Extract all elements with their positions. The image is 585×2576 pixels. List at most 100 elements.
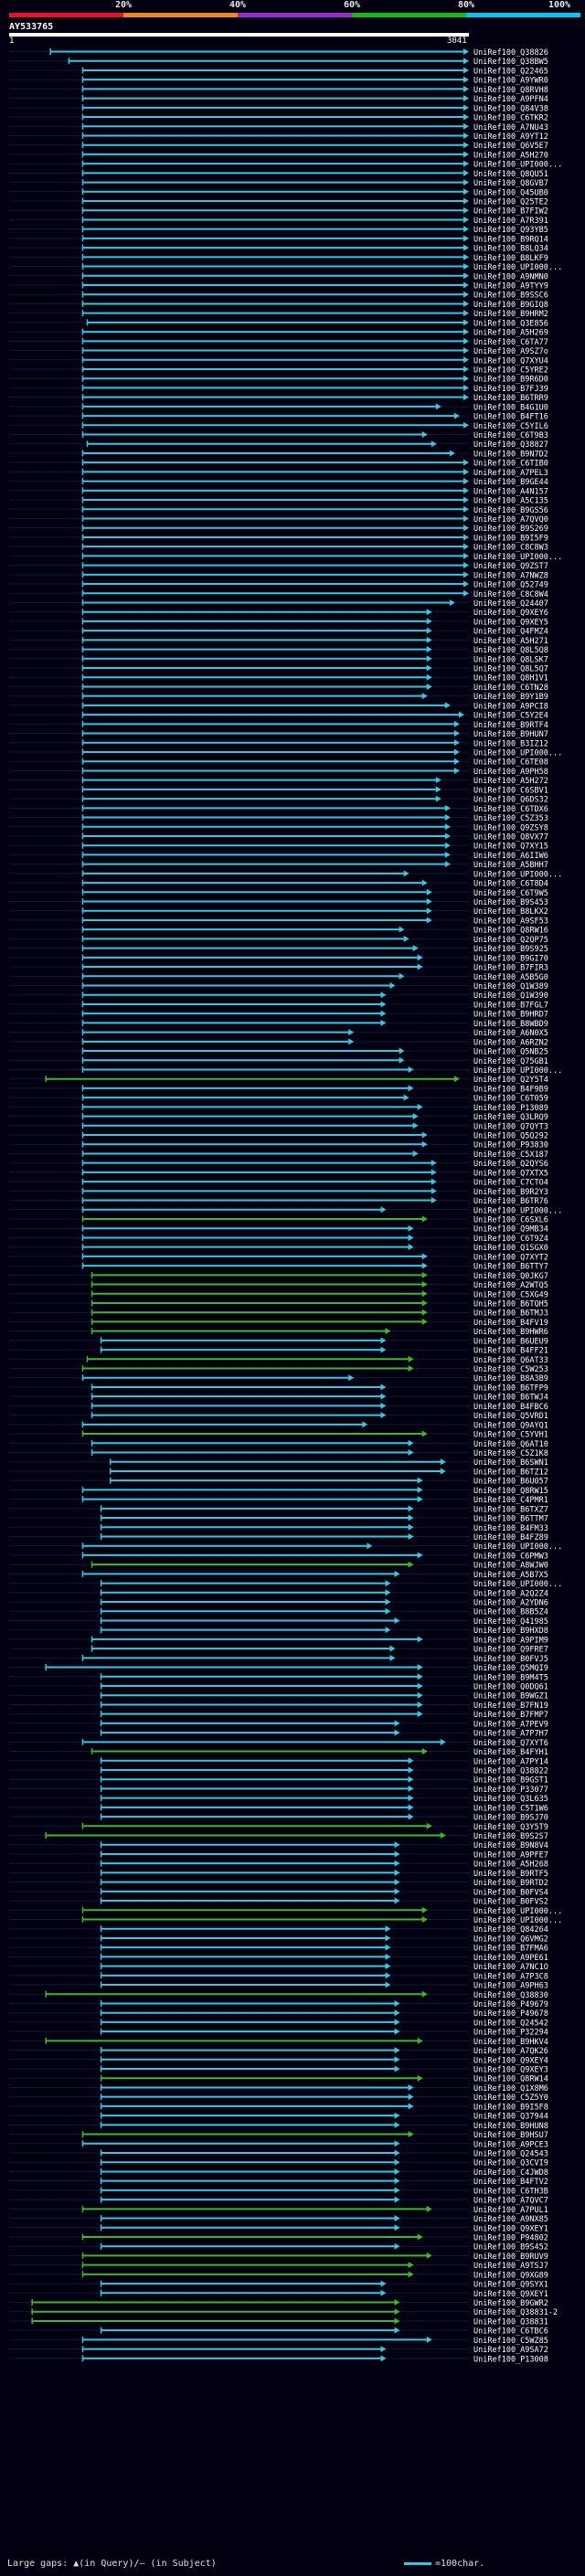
hit-label[interactable]: UniRef100_A7NC1O <box>473 1963 548 1972</box>
hit-row[interactable]: UniRef100_B9RQ14 <box>9 235 548 244</box>
hit-label[interactable]: UniRef100_Q41985 <box>473 1617 548 1627</box>
hit-label[interactable]: UniRef100_C6TDX6 <box>473 805 548 814</box>
hit-row[interactable]: UniRef100_B9RTF4 <box>9 720 548 730</box>
hit-label[interactable]: UniRef100_Q9XG89 <box>473 2271 548 2280</box>
hit-row[interactable]: UniRef100_B0FVJ5 <box>9 1654 548 1664</box>
hit-row[interactable]: UniRef100_B9GE44 <box>9 478 548 487</box>
hit-label[interactable]: UniRef100_UPI000... <box>473 1916 562 1925</box>
hit-label[interactable]: UniRef100_Q2QYS6 <box>473 1160 548 1169</box>
hit-label[interactable]: UniRef100_B6TR76 <box>473 1197 548 1206</box>
hit-row[interactable]: UniRef100_UPI000... <box>9 1916 562 1925</box>
hit-row[interactable]: UniRef100_C6TE08 <box>9 758 548 768</box>
hit-row[interactable]: UniRef100_Q9SYX1 <box>9 2280 548 2290</box>
hit-row[interactable]: UniRef100_B4FV19 <box>9 1318 548 1328</box>
hit-row[interactable]: UniRef100_Q45UB0 <box>9 188 548 197</box>
hit-row[interactable]: UniRef100_C5Y2E4 <box>9 711 548 721</box>
hit-label[interactable]: UniRef100_B4FZ89 <box>473 1533 548 1542</box>
hit-label[interactable]: UniRef100_A2WTQ5 <box>473 1281 548 1290</box>
hit-row[interactable]: UniRef100_C6T059 <box>9 1094 548 1104</box>
hit-row[interactable]: UniRef100_Q8RW15 <box>9 1486 548 1496</box>
hit-label[interactable]: UniRef100_B6TRR9 <box>473 394 548 403</box>
hit-label[interactable]: UniRef100_Q7XYT2 <box>473 1253 548 1262</box>
hit-label[interactable]: UniRef100_B9SSC6 <box>473 292 548 301</box>
hit-label[interactable]: UniRef100_A9YWR0 <box>473 77 548 86</box>
hit-label[interactable]: UniRef100_A6N0X5 <box>473 1029 548 1038</box>
hit-row[interactable]: UniRef100_C4JWD8 <box>9 2168 548 2178</box>
hit-row[interactable]: UniRef100_A9PH58 <box>9 767 548 777</box>
hit-row[interactable]: UniRef100_Q9MB34 <box>9 1224 548 1235</box>
hit-row[interactable]: UniRef100_B9I5F9 <box>9 534 548 543</box>
hit-label[interactable]: UniRef100_B9SJ70 <box>473 1814 548 1823</box>
hit-row[interactable]: UniRef100_Q7XYU4 <box>9 356 548 366</box>
hit-label[interactable]: UniRef100_A2YDN6 <box>473 1599 548 1608</box>
hit-label[interactable]: UniRef100_UPI000... <box>473 161 562 170</box>
hit-row[interactable]: UniRef100_C6TIB0 <box>9 459 548 469</box>
hit-label[interactable]: UniRef100_A9TSJ7 <box>473 2262 548 2271</box>
hit-label[interactable]: UniRef100_B9WGZ1 <box>473 1692 548 1701</box>
hit-label[interactable]: UniRef100_Q9AYQ1 <box>473 1421 548 1430</box>
hit-label[interactable]: UniRef100_A9YT12 <box>473 133 548 142</box>
hit-label[interactable]: UniRef100_C5YIL6 <box>473 422 548 431</box>
hit-label[interactable]: UniRef100_Q2Y5T4 <box>473 1076 548 1085</box>
hit-label[interactable]: UniRef100_UPI000... <box>473 870 562 879</box>
hit-label[interactable]: UniRef100_B9GI70 <box>473 954 548 963</box>
hit-label[interactable]: UniRef100_Q6DS32 <box>473 796 548 805</box>
hit-label[interactable]: UniRef100_P33077 <box>473 1786 548 1795</box>
hit-label[interactable]: UniRef100_Q6V5E7 <box>473 142 548 151</box>
hit-row[interactable]: UniRef100_Q38BW5 <box>9 58 548 67</box>
hit-row[interactable]: UniRef100_Q5VRD1 <box>9 1412 548 1421</box>
hit-label[interactable]: UniRef100_A5H272 <box>473 777 548 786</box>
hit-row[interactable]: UniRef100_B7FMA6 <box>9 1944 548 1954</box>
hit-row[interactable]: UniRef100_B4FZ89 <box>9 1532 548 1542</box>
hit-label[interactable]: UniRef100_Q24542 <box>473 2019 548 2028</box>
hit-label[interactable]: UniRef100_A7PUL1 <box>473 2206 548 2215</box>
hit-row[interactable]: UniRef100_A7QVQ0 <box>9 515 548 525</box>
hit-label[interactable]: UniRef100_A7NU43 <box>473 123 548 133</box>
hit-row[interactable]: UniRef100_Q38827 <box>9 440 548 450</box>
hit-label[interactable]: UniRef100_B9GWR2 <box>473 2299 548 2308</box>
hit-row[interactable]: UniRef100_A5H268 <box>9 1860 548 1870</box>
hit-row[interactable]: UniRef100_A6N0X5 <box>9 1029 548 1038</box>
hit-label[interactable]: UniRef100_C5Z353 <box>473 814 548 823</box>
hit-label[interactable]: UniRef100_B9I5F8 <box>473 2103 548 2112</box>
hit-row[interactable]: UniRef100_A7P3C8 <box>9 1972 548 1981</box>
hit-row[interactable]: UniRef100_C6SBV1 <box>9 786 548 795</box>
hit-row[interactable]: UniRef100_B9HKV4 <box>9 2037 548 2047</box>
hit-label[interactable]: UniRef100_B8B5Z4 <box>473 1608 548 1617</box>
hit-row[interactable]: UniRef100_A6IIW6 <box>9 851 548 861</box>
hit-row[interactable]: UniRef100_C5Z5Y0 <box>9 2094 548 2103</box>
hit-row[interactable]: UniRef100_Q1W389 <box>9 982 548 991</box>
hit-label[interactable]: UniRef100_Q25TE2 <box>473 198 548 207</box>
hit-row[interactable]: UniRef100_C6PMW3 <box>9 1552 548 1561</box>
hit-label[interactable]: UniRef100_C5XG49 <box>473 1290 548 1299</box>
hit-row[interactable]: UniRef100_B9HRM2 <box>9 310 548 319</box>
hit-label[interactable]: UniRef100_A5H268 <box>473 1860 548 1870</box>
hit-label[interactable]: UniRef100_Q3E856 <box>473 319 548 328</box>
hit-label[interactable]: UniRef100_Q8QU51 <box>473 170 548 179</box>
hit-row[interactable]: UniRef100_A9SF53 <box>9 917 548 926</box>
hit-row[interactable]: UniRef100_A5H272 <box>9 777 548 786</box>
hit-label[interactable]: UniRef100_B8WBD9 <box>473 1020 548 1029</box>
hit-label[interactable]: UniRef100_B4FV19 <box>473 1319 548 1328</box>
hit-row[interactable]: UniRef100_Q38826 <box>9 48 548 58</box>
hit-label[interactable]: UniRef100_Q9FRE7 <box>473 1646 548 1655</box>
hit-label[interactable]: UniRef100_B4FBC6 <box>473 1403 548 1412</box>
hit-label[interactable]: UniRef100_Q8LSK7 <box>473 655 548 664</box>
hit-row[interactable]: UniRef100_Q9ZSY8 <box>9 823 548 832</box>
hit-label[interactable]: UniRef100_UPI000... <box>473 749 562 758</box>
hit-label[interactable]: UniRef100_A8WJW0 <box>473 1562 548 1571</box>
hit-row[interactable]: UniRef100_B7FJ39 <box>9 384 548 394</box>
hit-row[interactable]: UniRef100_Q3L635 <box>9 1795 548 1804</box>
hit-label[interactable]: UniRef100_C6TH3B <box>473 2187 548 2196</box>
hit-label[interactable]: UniRef100_C5Z1K8 <box>473 1449 548 1458</box>
hit-label[interactable]: UniRef100_B6TTM7 <box>473 1515 548 1524</box>
hit-label[interactable]: UniRef100_B9R6D0 <box>473 376 548 385</box>
hit-label[interactable]: UniRef100_Q4FMZ4 <box>473 628 548 637</box>
hit-row[interactable]: UniRef100_C6TH3B <box>9 2187 548 2196</box>
hit-label[interactable]: UniRef100_Q38BW5 <box>473 58 548 67</box>
hit-row[interactable]: UniRef100_B0FVS4 <box>9 1888 548 1897</box>
hit-label[interactable]: UniRef100_B0FVS2 <box>473 1898 548 1907</box>
hit-label[interactable]: UniRef100_B9R2Y3 <box>473 1188 548 1197</box>
hit-row[interactable]: UniRef100_Q9XEY5 <box>9 618 548 627</box>
hit-label[interactable]: UniRef100_B6TTY7 <box>473 1263 548 1272</box>
